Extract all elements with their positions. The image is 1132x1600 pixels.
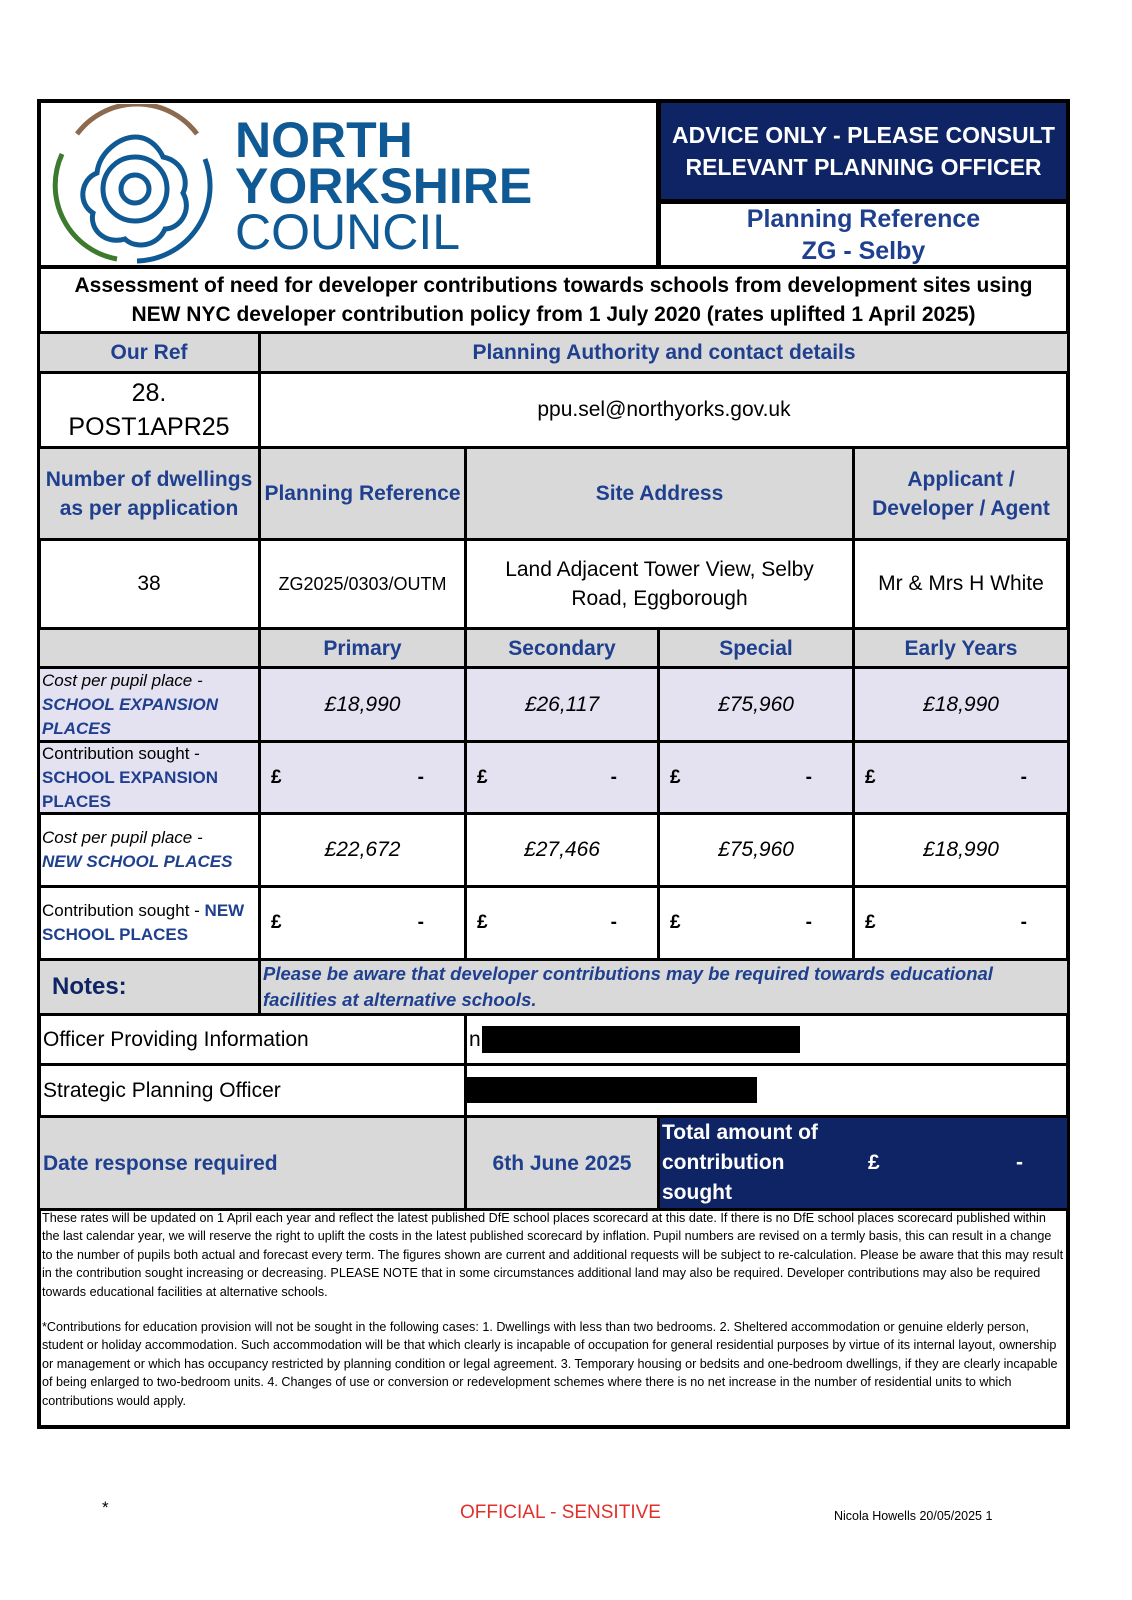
notes-text: Please be aware that developer contribut… xyxy=(258,958,1070,1016)
currency: £ xyxy=(477,766,488,788)
row-label-new-contribution: Contribution sought - NEW SCHOOL PLACES xyxy=(37,885,261,961)
label-prefix: Cost per pupil place - xyxy=(42,670,203,690)
currency: £ xyxy=(865,912,876,933)
our-ref-label: Our Ref xyxy=(37,331,261,374)
label-prefix: Contribution sought - xyxy=(42,901,205,920)
label-bold: SCHOOL EXPANSION PLACES xyxy=(42,694,219,738)
total-currency: £ xyxy=(868,1151,880,1174)
total-contribution: Total amount of contribution sought £ - xyxy=(657,1115,1070,1211)
contribution-cell: £ - xyxy=(258,740,467,815)
author-stamp: Nicola Howells 20/05/2025 1 xyxy=(834,1509,993,1523)
redaction-bar xyxy=(482,1026,800,1053)
contribution-cell: £ - xyxy=(657,740,855,815)
contribution-cell: £ - xyxy=(657,885,855,961)
planning-ref-header: Planning Reference xyxy=(258,446,467,541)
site-address-value: Land Adjacent Tower View, Selby Road, Eg… xyxy=(464,538,855,630)
cost-cell: £18,990 xyxy=(258,666,467,743)
amount: - xyxy=(610,766,617,788)
cost-cell: £22,672 xyxy=(258,812,467,888)
cost-cell: £26,117 xyxy=(464,666,660,743)
currency: £ xyxy=(477,912,488,933)
amount: - xyxy=(417,766,424,788)
cost-cell: £75,960 xyxy=(657,666,855,743)
authority-label: Planning Authority and contact details xyxy=(258,331,1070,374)
currency: £ xyxy=(271,912,282,933)
date-label: Date response required xyxy=(37,1115,467,1211)
label-bold: NEW SCHOOL PLACES xyxy=(42,901,245,944)
cost-cell: £18,990 xyxy=(852,812,1070,888)
label-prefix: Cost per pupil place - xyxy=(42,828,203,847)
logo: NORTH YORKSHIRE COUNCIL xyxy=(37,99,660,269)
applicant-value: Mr & Mrs H White xyxy=(852,538,1070,630)
dwellings-header: Number of dwellings as per application xyxy=(37,446,261,541)
officer-label: Officer Providing Information xyxy=(37,1013,467,1066)
contribution-cell: £ - xyxy=(852,885,1070,961)
label-bold: NEW SCHOOL PLACES xyxy=(42,852,233,871)
rose-emblem-icon xyxy=(52,104,213,264)
currency: £ xyxy=(670,766,681,788)
applicant-header: Applicant / Developer / Agent xyxy=(852,446,1070,541)
logo-line-3: COUNCIL xyxy=(235,204,461,260)
phase-secondary: Secondary xyxy=(464,627,660,669)
total-label: Total amount of contribution sought xyxy=(662,1121,818,1204)
contribution-cell: £ - xyxy=(258,885,467,961)
planning-ref-value: ZG2025/0303/OUTM xyxy=(258,538,467,630)
label-prefix: Contribution sought - xyxy=(42,743,200,763)
contribution-cell: £ - xyxy=(852,740,1070,815)
cost-cell: £18,990 xyxy=(852,666,1070,743)
phase-special: Special xyxy=(657,627,855,669)
form-title: Assessment of need for developer contrib… xyxy=(37,266,1070,334)
cost-cell: £27,466 xyxy=(464,812,660,888)
strategic-officer-label: Strategic Planning Officer xyxy=(37,1063,467,1118)
amount: - xyxy=(610,912,617,933)
footer-asterisk: * xyxy=(102,1498,109,1517)
row-label-expansion-cost: Cost per pupil place - SCHOOL EXPANSION … xyxy=(37,666,261,743)
rates-footnote: These rates will be updated on 1 April e… xyxy=(42,1211,1064,1299)
exemptions-footnote: *Contributions for education provision w… xyxy=(42,1320,1058,1408)
cost-cell: £75,960 xyxy=(657,812,855,888)
amount: - xyxy=(1020,912,1027,933)
officer-visible-text: ni xyxy=(469,1027,486,1051)
dwellings-value: 38 xyxy=(37,538,261,630)
classification-label: OFFICIAL - SENSITIVE xyxy=(460,1502,661,1523)
amount: - xyxy=(1020,766,1027,788)
phase-early-years: Early Years xyxy=(852,627,1070,669)
contribution-cell: £ - xyxy=(464,740,660,815)
currency: £ xyxy=(670,912,681,933)
our-ref-line-1: 28. xyxy=(131,379,167,407)
redaction-bar xyxy=(466,1077,757,1103)
row-label-new-cost: Cost per pupil place - NEW SCHOOL PLACES xyxy=(37,812,261,888)
logo-line-2: YORKSHIRE xyxy=(235,158,533,214)
authority-email: ppu.sel@northyorks.gov.uk xyxy=(258,371,1070,449)
advice-banner: ADVICE ONLY - PLEASE CONSULT RELEVANT PL… xyxy=(657,99,1070,203)
amount: - xyxy=(417,912,424,933)
row-label-expansion-contribution: Contribution sought - SCHOOL EXPANSION P… xyxy=(37,740,261,815)
currency: £ xyxy=(271,766,282,788)
amount: - xyxy=(805,912,812,933)
phase-header-blank xyxy=(37,627,261,669)
date-value: 6th June 2025 xyxy=(464,1115,660,1211)
our-ref-line-2: POST1APR25 xyxy=(68,413,230,441)
label-bold: SCHOOL EXPANSION PLACES xyxy=(42,767,219,811)
planning-reference-header: Planning Reference ZG - Selby xyxy=(657,200,1070,269)
currency: £ xyxy=(865,766,876,788)
our-ref-value: 28. POST1APR25 xyxy=(37,371,261,449)
logo-line-1: NORTH xyxy=(235,112,413,168)
notes-label: Notes: xyxy=(37,958,261,1016)
phase-primary: Primary xyxy=(258,627,467,669)
site-address-header: Site Address xyxy=(464,446,855,541)
total-value: - xyxy=(1016,1151,1023,1174)
planning-reference-label: Planning Reference xyxy=(746,204,981,233)
contribution-cell: £ - xyxy=(464,885,660,961)
amount: - xyxy=(805,766,812,788)
planning-reference-value: ZG - Selby xyxy=(801,236,926,265)
